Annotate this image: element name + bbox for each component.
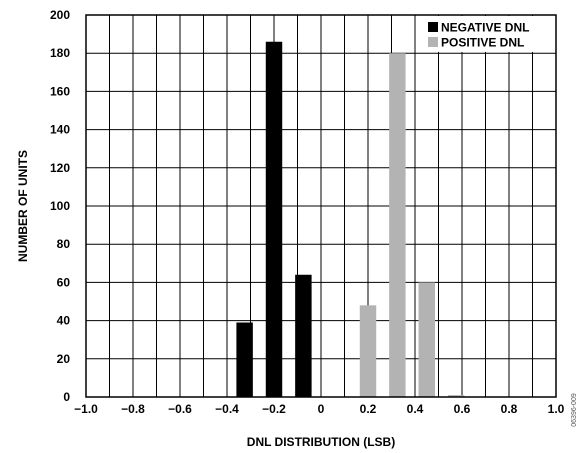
x-tick-label: −0.2 [262,402,286,416]
negative-dnl-bar [265,41,283,398]
legend-background [422,16,554,52]
positive-dnl-bar [418,282,435,397]
legend-label: NEGATIVE DNL [441,21,529,35]
y-tick-label: 40 [57,314,71,328]
positive-dnl-bar [447,395,465,397]
y-tick-label: 120 [50,161,70,175]
x-tick-label: −0.6 [168,402,192,416]
x-axis-title: DNL DISTRIBUTION (LSB) [247,435,395,449]
x-tick-label: 0 [318,402,325,416]
y-tick-label: 180 [50,46,70,60]
legend-swatch [428,37,438,47]
x-tick-labels: −1.0 −0.8 −0.6 −0.4 −0.2 0 0.2 0.4 0.6 0.8 1.0 [74,402,565,416]
y-tick-label: 140 [50,123,70,137]
y-tick-label: 80 [57,237,71,251]
x-tick-label: −0.4 [215,402,239,416]
y-tick-label: 200 [50,8,70,22]
negative-dnl-bar [236,322,253,397]
positive-dnl-bar [389,53,406,397]
x-tick-label: −0.8 [121,402,145,416]
legend-label: POSITIVE DNL [441,36,524,50]
y-tick-labels: 0 20 40 60 80 100 120 140 160 180 200 [50,8,70,404]
negative-dnl-bar [295,274,312,397]
y-tick-label: 20 [57,352,71,366]
y-tick-label: 0 [63,390,70,404]
plot-frame [85,14,557,398]
x-tick-label: 0.8 [501,402,518,416]
y-axis-title: NUMBER OF UNITS [16,150,30,262]
grid [86,15,556,397]
y-tick-label: 160 [50,84,70,98]
legend-swatch [428,22,438,32]
x-tick-label: 0.2 [360,402,377,416]
figure-code: 06396-009 [571,393,578,427]
x-tick-label: 1.0 [548,402,565,416]
x-tick-label: 0.6 [454,402,471,416]
bars [236,41,465,398]
x-tick-label: 0.4 [407,402,424,416]
x-tick-label: −1.0 [74,402,98,416]
y-tick-label: 100 [50,199,70,213]
y-tick-label: 60 [57,275,71,289]
positive-dnl-bar [359,305,377,397]
